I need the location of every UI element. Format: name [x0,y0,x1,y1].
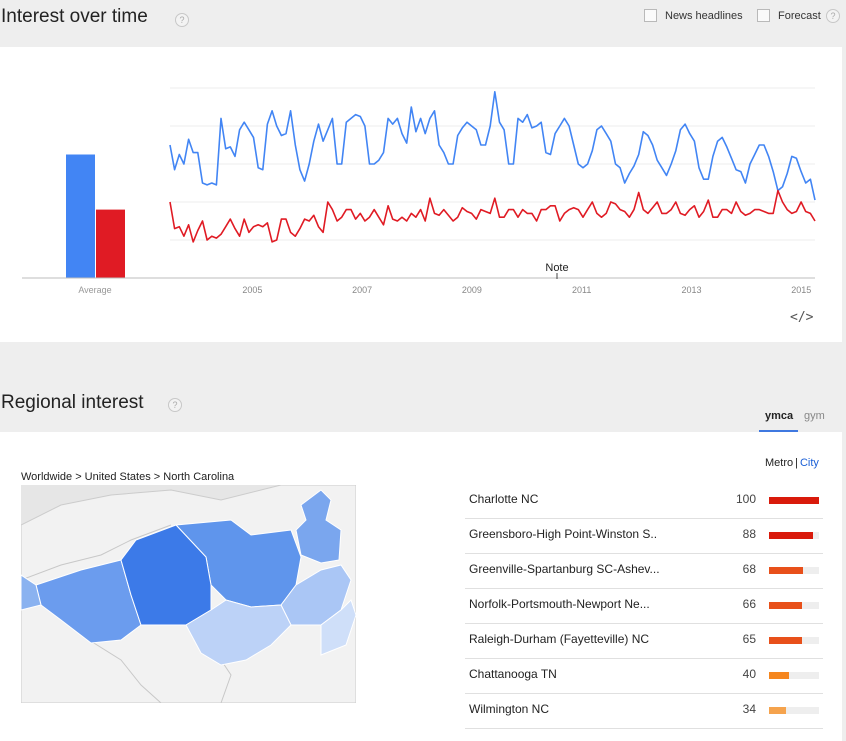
region-row-value: 100 [735,492,756,506]
average-bar-ymca[interactable] [66,154,95,279]
tab-ymca-underline [759,430,798,432]
region-row[interactable]: Norfolk-Portsmouth-Newport Ne... 66 [465,588,823,624]
metro-option[interactable]: Metro [765,457,794,469]
x-tick-2015: 2015 [791,285,811,295]
interest-help-icon[interactable]: ? [175,13,189,27]
region-row-value: 88 [742,527,756,541]
series-line-gym[interactable] [169,189,816,243]
forecast-label: Forecast [778,9,821,22]
average-bar-gym[interactable] [96,209,125,278]
interest-over-time-chart: 2005 2007 2009 2011 2013 2015 Average Note [22,87,816,295]
region-row-value: 66 [742,597,756,611]
metro-city-toggle[interactable]: Metro | City [765,457,819,469]
news-headlines-checkbox-box[interactable] [644,9,657,22]
region-row-bar-fill [769,567,803,574]
region-row-name: Raleigh-Durham (Fayetteville) NC [469,632,650,646]
region-row-name: Wilmington NC [469,702,550,716]
region-row-value: 65 [742,632,756,646]
regional-help-icon[interactable]: ? [168,398,182,412]
x-tick-2011: 2011 [572,285,591,295]
forecast-checkbox[interactable]: Forecast [757,9,821,22]
x-tick-2013: 2013 [681,285,701,295]
region-row-bar-fill [769,672,789,679]
interest-over-time-card: 2005 2007 2009 2011 2013 2015 Average Note </… [0,47,842,342]
x-tick-2009: 2009 [462,285,482,295]
region-row-bar-track [769,602,819,609]
region-row-bar-fill [769,497,819,504]
news-headlines-checkbox[interactable]: News headlines [644,9,743,22]
region-row-bar-track [769,707,819,714]
news-headlines-label: News headlines [665,9,743,22]
region-chattanooga[interactable] [21,574,42,611]
region-row-bar-fill [769,637,802,644]
region-row[interactable]: Charlotte NC 100 [465,483,823,519]
region-row-name: Charlotte NC [469,492,539,506]
region-row-value: 68 [742,562,756,576]
region-row-bar-fill [769,707,786,714]
city-option[interactable]: City [799,457,819,469]
region-row-value: 34 [742,702,756,716]
average-label: Average [78,285,111,295]
x-tick-2007: 2007 [352,285,372,295]
region-row-bar-track [769,672,819,679]
region-row-name: Chattanooga TN [469,667,557,681]
region-row[interactable]: Chattanooga TN 40 [465,658,823,694]
region-norfolk[interactable] [295,489,342,564]
region-row-value: 40 [742,667,756,681]
tab-ymca[interactable]: ymca [765,410,794,422]
region-coastal[interactable] [320,599,356,656]
region-row[interactable]: Wilmington NC 34 [465,693,823,729]
series-line-ymca[interactable] [169,90,816,201]
embed-code-icon[interactable]: </> [790,310,814,325]
region-row-bar-track [769,567,819,574]
region-row[interactable]: Greenville-Spartanburg SC-Ashev... 68 [465,553,823,589]
region-row-name: Norfolk-Portsmouth-Newport Ne... [469,597,650,611]
state-border-1 [21,524,172,581]
x-tick-2005: 2005 [242,285,262,295]
interest-over-time-title: Interest over time [1,6,148,27]
forecast-checkbox-box[interactable] [757,9,770,22]
regional-interest-title: Regional interest [1,392,144,413]
region-wilmington[interactable] [185,599,292,666]
region-row-name: Greensboro-High Point-Winston S.. [469,527,658,541]
region-row-bar-track [769,637,819,644]
region-row-bar-track [769,497,819,504]
state-border-2 [80,634,162,703]
region-row-bar-track [769,532,819,539]
region-row-bar-fill [769,602,802,609]
region-row[interactable]: Raleigh-Durham (Fayetteville) NC 65 [465,623,823,659]
region-raleigh[interactable] [280,564,352,626]
region-row-bar-fill [769,532,813,539]
region-map[interactable] [21,485,356,703]
region-row-name: Greenville-Spartanburg SC-Ashev... [469,562,660,576]
tab-gym[interactable]: gym [804,410,825,422]
forecast-help-icon[interactable]: ? [826,9,840,23]
breadcrumb[interactable]: Worldwide > United States > North Caroli… [21,471,235,483]
toggle-separator: | [795,457,798,469]
note-label[interactable]: Note [545,262,568,274]
region-row[interactable]: Greensboro-High Point-Winston S.. 88 [465,518,823,554]
region-greenville[interactable] [35,559,142,644]
